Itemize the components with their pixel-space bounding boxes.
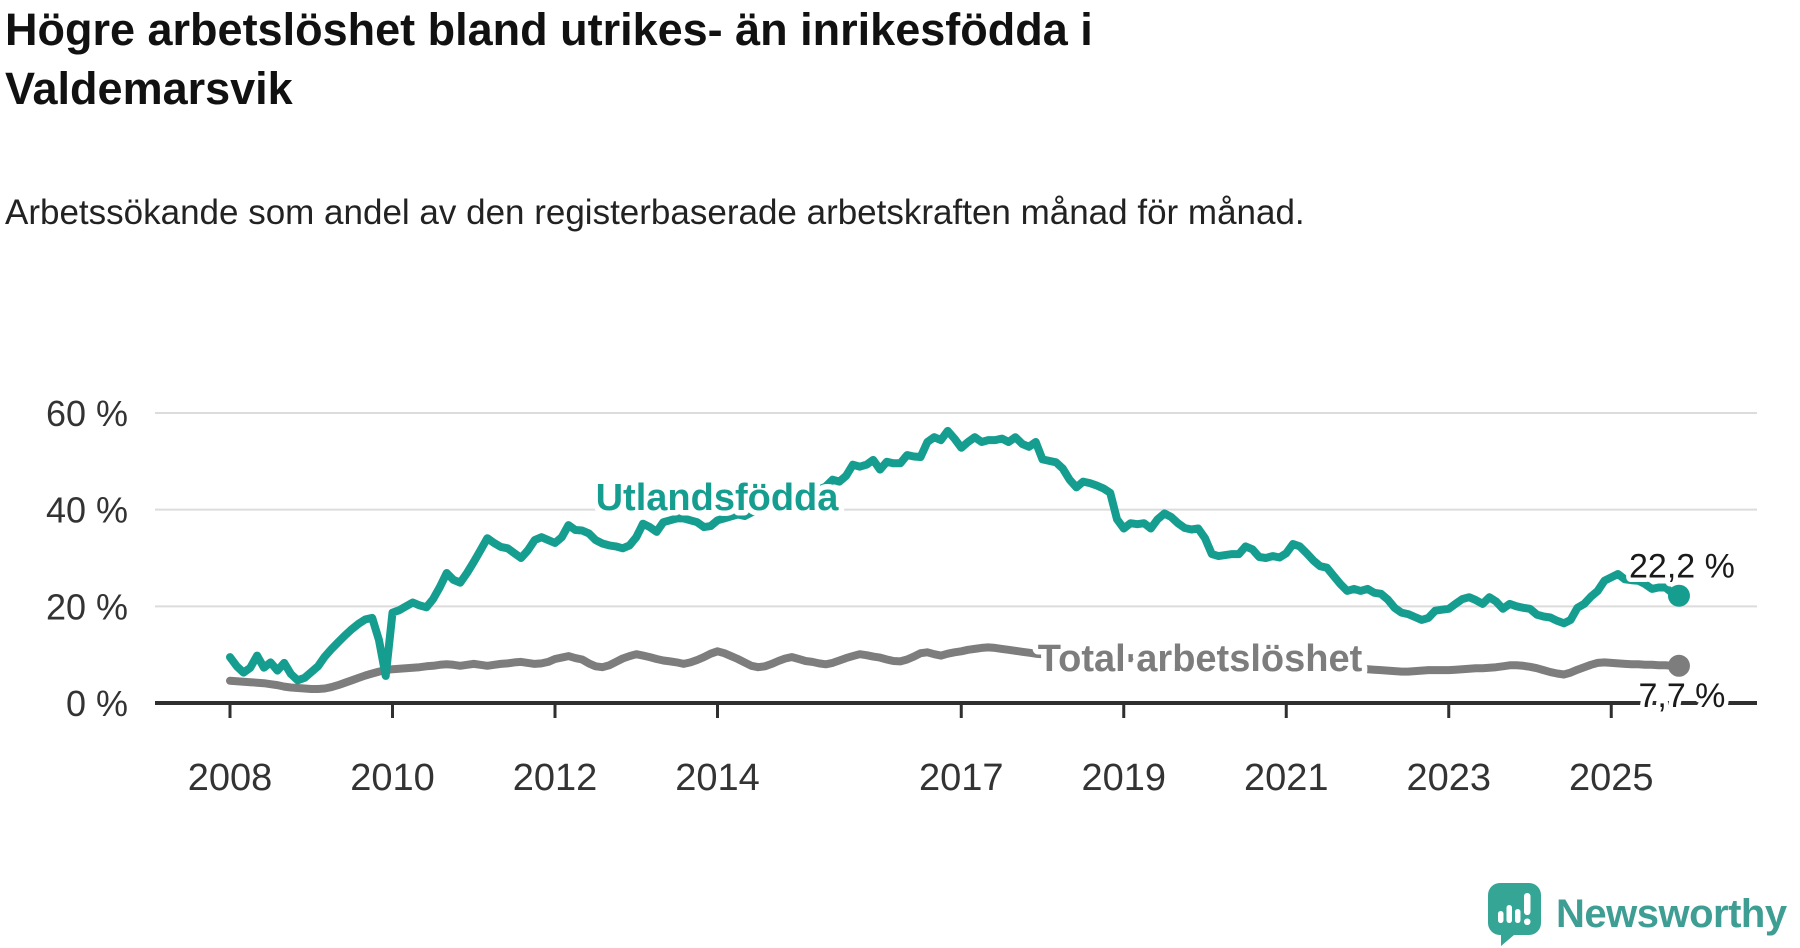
x-axis-label-2017: 2017: [919, 757, 1004, 799]
y-axis-label-60: 60 %: [46, 393, 128, 434]
x-axis-label-2010: 2010: [350, 757, 435, 799]
series-line-0: [226, 426, 1683, 685]
x-axis-label-2021: 2021: [1244, 757, 1329, 799]
series-label-1: Total arbetslöshet: [1038, 638, 1363, 680]
logo-bar-1: [1498, 911, 1504, 923]
logo-bar-2: [1506, 905, 1512, 923]
series-line-1: [226, 643, 1683, 693]
series-label-0: Utlandsfödda: [596, 477, 840, 519]
x-axis-label-2025: 2025: [1569, 757, 1654, 799]
logo-bar-3: [1515, 909, 1521, 923]
x-axis-label-2014: 2014: [675, 757, 760, 799]
series-end-value-1: 7,7 %: [1638, 677, 1725, 715]
logo-exclamation-stem: [1524, 893, 1531, 915]
newsworthy-logo: Newsworthy: [1486, 882, 1787, 946]
chart-title: Högre arbetslöshet bland utrikes- än inr…: [5, 4, 1093, 115]
series-end-dot-1: [1667, 654, 1690, 677]
x-axis-label-2008: 2008: [188, 757, 273, 799]
newsworthy-logo-icon: [1488, 883, 1541, 946]
newsworthy-logo-text: Newsworthy: [1556, 891, 1787, 936]
series-end-dot-0: [1667, 584, 1690, 607]
logo-exclamation-dot: [1524, 918, 1531, 925]
y-axis-label-20: 20 %: [46, 586, 128, 627]
y-axis-label-0: 0 %: [66, 683, 128, 724]
series-end-value-0: 22,2 %: [1629, 548, 1735, 586]
logo-bubble-shape: [1488, 883, 1541, 946]
chart-subtitle: Arbetssökande som andel av den registerb…: [5, 193, 1305, 232]
x-axis-label-2012: 2012: [513, 757, 598, 799]
y-axis-label-40: 40 %: [46, 490, 128, 531]
x-axis-label-2019: 2019: [1081, 757, 1166, 799]
x-axis-label-2023: 2023: [1406, 757, 1491, 799]
